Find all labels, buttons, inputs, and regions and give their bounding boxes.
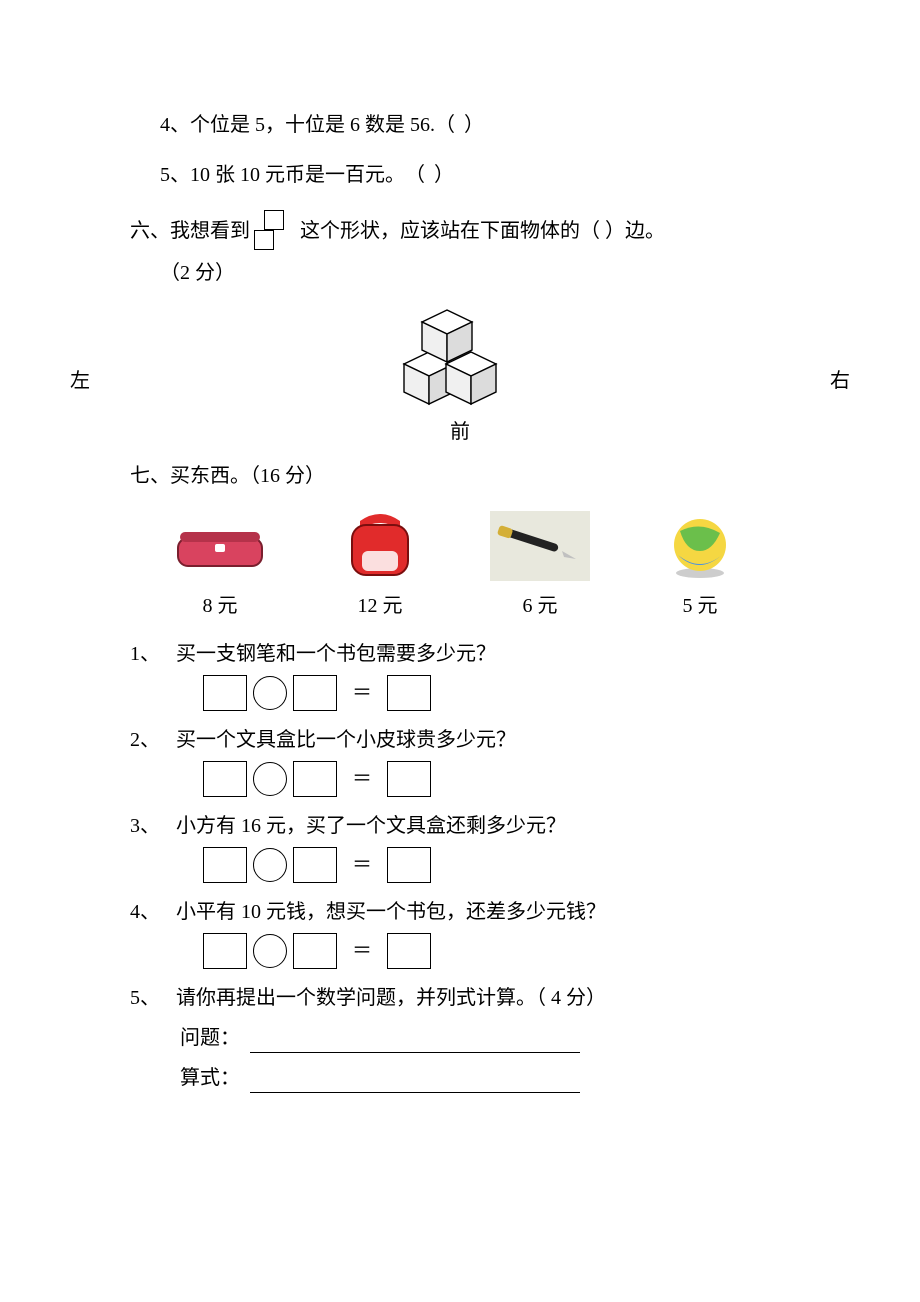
equals-sign: ＝ (352, 764, 372, 794)
result-box[interactable] (387, 675, 431, 711)
q5-answer-blank[interactable]: （ ） (405, 160, 456, 190)
label-equation: 算式： (180, 1063, 240, 1093)
item-pencil-case (155, 511, 285, 581)
label-front: 前 (130, 417, 790, 447)
label-right: 右 (830, 366, 850, 396)
equals-sign: ＝ (352, 850, 372, 880)
shop-prices-row: 8 元 12 元 6 元 5 元 (130, 591, 790, 621)
equation-blank[interactable] (250, 1070, 580, 1093)
q6-line: 六、 我想看到 这个形状，应该站在下面物体的（ ）边。 (130, 210, 790, 252)
equals-sign: ＝ (352, 678, 372, 708)
pencil-case-icon (170, 511, 270, 581)
sub2-equation: ＝ (200, 761, 790, 797)
sub3-number: 3、 (130, 811, 176, 841)
operator-circle[interactable] (253, 676, 287, 710)
q6-points-text: （2 分） (160, 258, 235, 288)
operator-circle[interactable] (253, 848, 287, 882)
pen-icon (490, 511, 590, 581)
sub5-text: 请你再提出一个数学问题，并列式计算。（ 4 分） (176, 983, 790, 1013)
operand-box[interactable] (293, 847, 337, 883)
own-question-line: 问题： (180, 1023, 790, 1053)
worksheet-page: 4、 个位是 5，十位是 6 数是 56. （ ） 5、 10 张 10 元币是… (0, 0, 920, 1163)
q4-text: 个位是 5，十位是 6 数是 56. (190, 110, 435, 140)
q7-title: 买东西。（16 分） (170, 461, 325, 491)
q7-number: 七、 (130, 461, 170, 491)
subquestion-4: 4、 小平有 10 元钱，想买一个书包，还差多少元钱？ ＝ (130, 897, 790, 969)
operand-box[interactable] (293, 675, 337, 711)
subquestion-3: 3、 小方有 16 元，买了一个文具盒还剩多少元？ ＝ (130, 811, 790, 883)
operand-box[interactable] (203, 761, 247, 797)
sub2-text: 买一个文具盒比一个小皮球贵多少元？ (176, 725, 790, 755)
q6-points: （2 分） (130, 258, 790, 288)
sub1-text: 买一支钢笔和一个书包需要多少元？ (176, 639, 790, 669)
result-box[interactable] (387, 933, 431, 969)
subquestion-2: 2、 买一个文具盒比一个小皮球贵多少元？ ＝ (130, 725, 790, 797)
shop-items-row (130, 511, 790, 581)
tf-question-4: 4、 个位是 5，十位是 6 数是 56. （ ） (130, 110, 790, 140)
sub5-number: 5、 (130, 983, 176, 1013)
tf-question-5: 5、 10 张 10 元币是一百元。 （ ） (130, 160, 790, 190)
ball-icon (650, 511, 750, 581)
own-equation-line: 算式： (180, 1063, 790, 1093)
q6-text-a: 我想看到 (170, 216, 250, 246)
cube-figure: 左 右 (130, 308, 790, 413)
subquestion-1: 1、 买一支钢笔和一个书包需要多少元？ ＝ (130, 639, 790, 711)
item-backpack (315, 511, 445, 581)
price-pen: 6 元 (475, 591, 605, 621)
price-pencil-case: 8 元 (155, 591, 285, 621)
two-square-shape-icon (254, 210, 296, 252)
q4-answer-blank[interactable]: （ ） (435, 110, 486, 140)
price-ball: 5 元 (635, 591, 765, 621)
q4-number: 4、 (160, 110, 190, 140)
sub4-text: 小平有 10 元钱，想买一个书包，还差多少元钱？ (176, 897, 790, 927)
label-question: 问题： (180, 1023, 240, 1053)
question-blank[interactable] (250, 1030, 580, 1053)
operand-box[interactable] (203, 847, 247, 883)
result-box[interactable] (387, 761, 431, 797)
q5-number: 5、 (160, 160, 190, 190)
sub4-equation: ＝ (200, 933, 790, 969)
subquestion-5: 5、 请你再提出一个数学问题，并列式计算。（ 4 分） 问题： 算式： (130, 983, 790, 1093)
result-box[interactable] (387, 847, 431, 883)
cube-top-icon (418, 308, 476, 366)
sub2-number: 2、 (130, 725, 176, 755)
backpack-icon (330, 511, 430, 581)
sub4-number: 4、 (130, 897, 176, 927)
q7-heading: 七、 买东西。（16 分） (130, 461, 790, 491)
q6-text-b: 这个形状，应该站在下面物体的（ ）边。 (300, 216, 665, 246)
operand-box[interactable] (203, 675, 247, 711)
operand-box[interactable] (203, 933, 247, 969)
item-pen (475, 511, 605, 581)
q5-text: 10 张 10 元币是一百元。 (190, 160, 405, 190)
sub3-text: 小方有 16 元，买了一个文具盒还剩多少元？ (176, 811, 790, 841)
equals-sign: ＝ (352, 936, 372, 966)
operator-circle[interactable] (253, 934, 287, 968)
item-ball (635, 511, 765, 581)
operand-box[interactable] (293, 933, 337, 969)
label-left: 左 (70, 366, 90, 396)
sub3-equation: ＝ (200, 847, 790, 883)
operand-box[interactable] (293, 761, 337, 797)
sub1-equation: ＝ (200, 675, 790, 711)
operator-circle[interactable] (253, 762, 287, 796)
price-backpack: 12 元 (315, 591, 445, 621)
q6-number: 六、 (130, 216, 170, 246)
sub1-number: 1、 (130, 639, 176, 669)
three-cube-stack-icon (400, 308, 520, 413)
